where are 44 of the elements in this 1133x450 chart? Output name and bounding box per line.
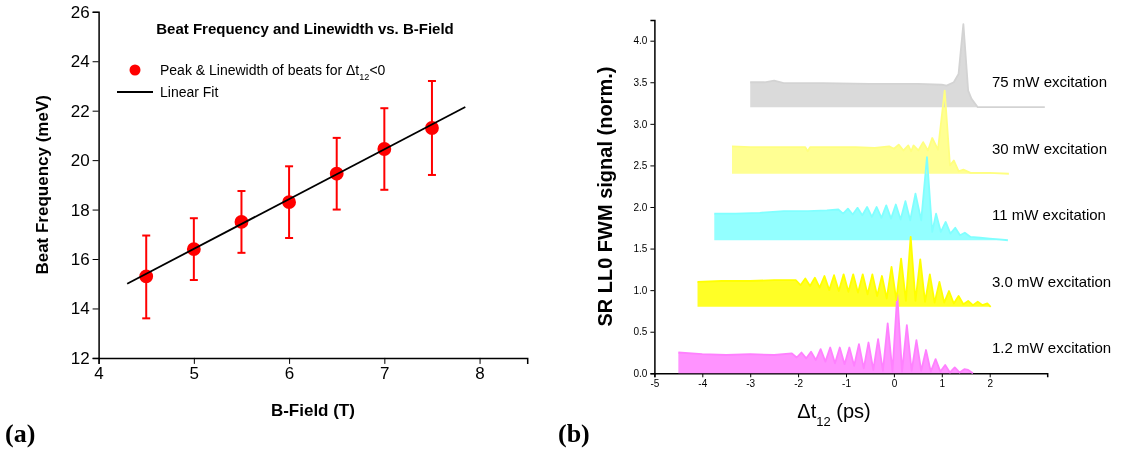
x-tick-label: 6 bbox=[284, 363, 295, 383]
y-tick-label: 0.5 bbox=[633, 326, 648, 338]
y-tick-label: 20 bbox=[70, 151, 90, 171]
x-axis-title: B-Field (T) bbox=[270, 401, 355, 420]
x-tick-label: -1 bbox=[842, 378, 852, 390]
text: (a) bbox=[5, 419, 36, 448]
y-tick-label: 2.5 bbox=[633, 160, 648, 172]
y-tick-label: 12 bbox=[70, 348, 90, 368]
series-label: 1.2 mW excitation bbox=[992, 339, 1112, 357]
y-tick-label: 26 bbox=[70, 2, 90, 22]
x-tick-label: 4 bbox=[94, 363, 104, 383]
y-axis-title: Beat Frequency (meV) bbox=[33, 95, 52, 275]
x-tick-label: 8 bbox=[475, 363, 485, 383]
legend-label: Linear Fit bbox=[160, 84, 219, 100]
y-tick-label: 22 bbox=[70, 101, 90, 121]
x-tick-label: -4 bbox=[698, 378, 708, 390]
x-tick-label: -5 bbox=[650, 378, 660, 390]
y-tick-label: 1.5 bbox=[633, 243, 648, 255]
text: Beat Frequency and Linewidth vs. B-Field bbox=[156, 20, 454, 37]
y-tick-label: 24 bbox=[70, 52, 90, 72]
x-tick-label: 1 bbox=[939, 378, 946, 390]
y-tick-label: 3.5 bbox=[633, 76, 648, 88]
text: (b) bbox=[558, 419, 590, 448]
x-tick-label: 5 bbox=[189, 363, 200, 383]
x-axis-title: Δt$_{12}$ (ps) bbox=[797, 400, 871, 429]
y-tick-label: 16 bbox=[70, 249, 90, 269]
y-tick-label: 18 bbox=[70, 200, 90, 220]
y-tick-label: 1.0 bbox=[633, 284, 648, 296]
x-tick-label: -2 bbox=[794, 378, 804, 390]
y-tick-label: 3.0 bbox=[633, 118, 648, 130]
legend-label: Peak & Linewidth of beats for Δt$_{12}$<0 bbox=[160, 62, 386, 82]
y-tick-label: 14 bbox=[70, 299, 90, 319]
series-label: 30 mW excitation bbox=[992, 139, 1108, 157]
x-tick-label: 7 bbox=[380, 363, 390, 383]
series-label: 3.0 mW excitation bbox=[992, 272, 1112, 290]
x-tick-label: 2 bbox=[987, 378, 994, 390]
x-tick-label: -3 bbox=[746, 378, 756, 390]
y-tick-label: 4.0 bbox=[633, 35, 648, 47]
y-tick-label: 2.0 bbox=[633, 201, 648, 213]
series-label: 75 mW excitation bbox=[992, 73, 1108, 91]
y-tick-label: 0.0 bbox=[633, 368, 648, 379]
y-axis-title: SR LL0 FWM signal (norm.) bbox=[594, 66, 616, 327]
series-label: 11 mW excitation bbox=[992, 206, 1106, 224]
x-tick-label: 0 bbox=[891, 378, 898, 390]
